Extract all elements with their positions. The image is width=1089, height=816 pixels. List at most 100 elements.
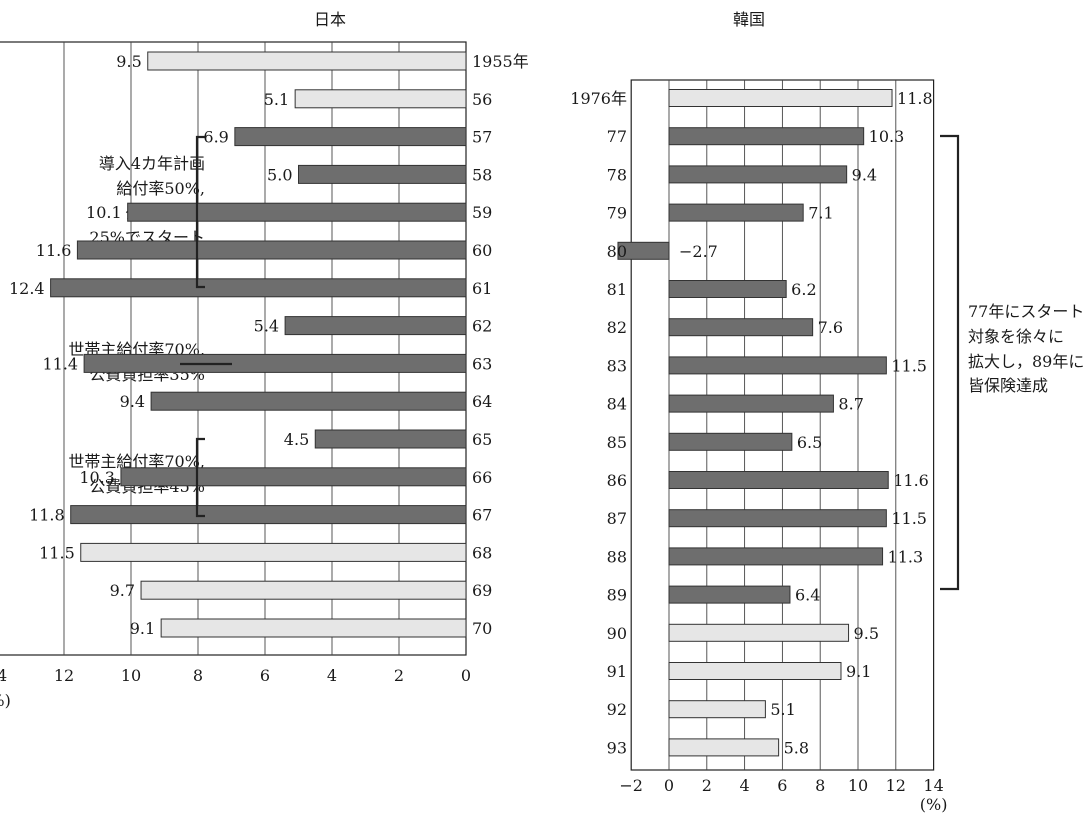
japan-category-label: 58	[472, 165, 492, 184]
japan-category-label: 68	[472, 543, 492, 562]
korea-data-label: 7.1	[808, 204, 833, 223]
korea-bar	[668, 203, 804, 222]
korea-bar	[668, 394, 834, 413]
korea-bar	[668, 662, 842, 680]
japan-data-label: 5.4	[254, 317, 279, 336]
japan-bar	[127, 202, 467, 222]
korea-bar	[668, 509, 887, 528]
korea-category-label: 78	[607, 165, 627, 184]
annotation-bracket	[940, 134, 960, 591]
japan-x-tick-label: 2	[394, 666, 404, 685]
japan-category-label: 57	[472, 128, 492, 147]
korea-data-label: 11.3	[888, 547, 924, 566]
korea-category-label: 77	[607, 127, 627, 146]
korea-bar	[617, 241, 670, 260]
japan-bar	[294, 89, 467, 109]
annotation-line: 給付率50%,	[116, 178, 205, 198]
japan-bar	[50, 278, 467, 298]
korea-x-tick-label: 10	[848, 776, 868, 795]
korea-x-tick-label: 14	[923, 776, 943, 795]
japan-bar	[76, 240, 467, 260]
annotation-line: 皆保険達成	[968, 376, 1049, 396]
japan-bar	[284, 316, 467, 336]
japan-data-label: 11.4	[42, 354, 78, 373]
annotation-bracket	[195, 135, 205, 289]
japan-bar	[80, 542, 467, 562]
korea-category-label: 79	[607, 204, 627, 223]
korea-data-label: 9.1	[846, 662, 871, 681]
japan-chart-title: 日本	[314, 10, 347, 29]
korea-category-label: 88	[607, 547, 627, 566]
korea-category-label: 87	[607, 509, 627, 528]
japan-data-label: 5.0	[267, 165, 292, 184]
japan-data-label: 5.1	[264, 90, 289, 109]
annotation-line: 拡大し，89年に	[968, 351, 1085, 371]
japan-x-tick-label: 4	[327, 666, 337, 685]
japan-bar	[160, 618, 467, 638]
japan-data-label: 9.4	[120, 392, 145, 411]
korea-data-label: 11.5	[891, 509, 927, 528]
korea-category-label: 83	[607, 356, 627, 375]
korea-bar	[668, 738, 780, 757]
korea-category-label: 84	[607, 395, 627, 414]
korea-x-tick-label: 8	[815, 776, 825, 795]
annotation-line: 世帯主給付率70%,	[68, 452, 205, 471]
japan-data-label: 10.3	[79, 468, 115, 487]
japan-x-tick-label: 8	[193, 666, 203, 685]
korea-bar	[668, 280, 787, 298]
korea-x-tick-label: −2	[619, 776, 643, 795]
japan-category-label: 59	[472, 203, 492, 222]
japan-category-label: 56	[472, 90, 492, 109]
korea-annotation: 77年にスタート 対象を徐々に 拡大し，89年に 皆保険達成	[968, 300, 1084, 399]
korea-bar	[668, 165, 848, 184]
japan-category-label: 64	[472, 392, 492, 411]
japan-bar	[83, 353, 467, 373]
annotation-line: 77年にスタート	[968, 302, 1085, 321]
japan-category-label: 1955年	[472, 52, 529, 71]
japan-category-label: 61	[472, 279, 492, 298]
japan-data-label: 9.1	[130, 619, 155, 638]
korea-bar	[668, 127, 865, 146]
japan-bar	[120, 467, 467, 487]
korea-category-label: 90	[607, 624, 627, 643]
japan-data-label: 6.9	[203, 128, 228, 147]
japan-category-label: 70	[472, 619, 492, 638]
korea-category-label: 93	[607, 738, 627, 757]
korea-data-label: 5.1	[770, 700, 795, 719]
japan-plot-frame	[0, 41, 467, 656]
japan-data-label: 11.5	[39, 543, 75, 562]
korea-x-tick-label: 6	[777, 776, 787, 795]
korea-category-label: 81	[607, 280, 627, 299]
japan-data-label: 4.5	[284, 430, 309, 449]
korea-data-label: 9.4	[852, 165, 877, 184]
korea-data-label: 7.6	[818, 318, 843, 337]
japan-data-label: 11.6	[36, 241, 72, 260]
japan-x-tick-label: 12	[54, 666, 74, 685]
annotation-bracket	[195, 437, 205, 518]
korea-data-label: 6.2	[791, 280, 816, 299]
korea-category-label: 80	[607, 242, 627, 261]
korea-data-label: 8.7	[838, 395, 863, 414]
korea-data-label: 6.4	[795, 586, 820, 605]
japan-data-label: 12.4	[9, 279, 45, 298]
korea-bar	[668, 585, 791, 604]
korea-data-label: 11.6	[893, 471, 929, 490]
korea-x-tick-label: 0	[664, 776, 674, 795]
japan-x-tick-label: 14	[0, 666, 7, 685]
korea-chart-title: 韓国	[733, 10, 766, 29]
japan-data-label: 11.8	[29, 506, 65, 525]
korea-category-label: 89	[607, 586, 627, 605]
korea-bar	[668, 623, 850, 642]
korea-bar	[668, 432, 793, 451]
korea-bar	[668, 318, 814, 337]
korea-data-label: −2.7	[679, 242, 718, 261]
annotation-line: 導入4カ年計画	[98, 154, 205, 173]
japan-bar	[140, 580, 467, 600]
korea-data-label: 6.5	[797, 433, 822, 452]
korea-category-label: 91	[607, 662, 627, 681]
japan-bar	[314, 429, 467, 449]
japan-data-label: 9.7	[110, 581, 135, 600]
japan-x-tick-label: 6	[260, 666, 270, 685]
korea-bar	[668, 356, 887, 375]
korea-bar	[668, 547, 884, 566]
